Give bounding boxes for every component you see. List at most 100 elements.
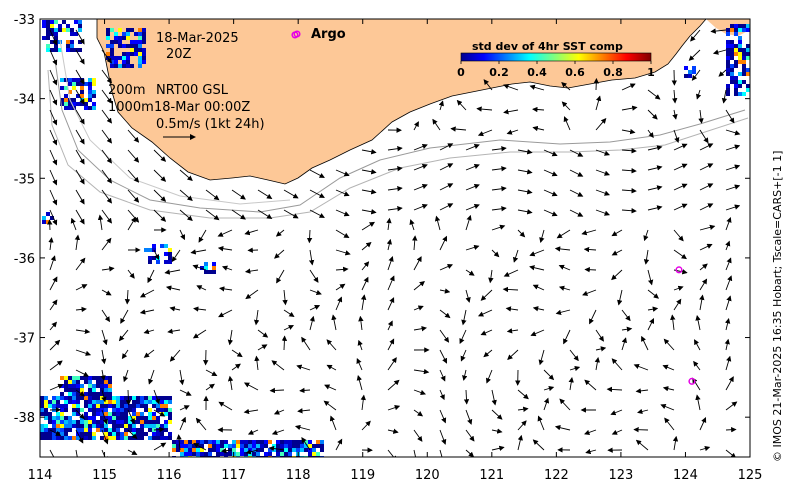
sst-pixel [112,432,116,436]
sst-pixel [108,420,112,424]
current-vector [439,389,445,401]
current-vector [505,306,519,312]
sst-pixel [118,28,122,32]
sst-pixel [108,428,112,432]
sst-pixel [738,24,742,28]
current-vector [595,189,611,196]
sst-pixel [76,396,80,400]
sst-pixel [126,44,130,48]
sst-pixel [92,384,96,388]
sst-pixel [72,392,76,396]
current-vector [699,129,709,144]
current-vector [193,306,207,312]
current-vector [439,329,450,343]
current-vector [387,405,401,411]
sst-pixel [78,24,82,28]
current-vector [725,240,731,251]
sst-pixel [142,32,146,36]
sst-pixel [156,424,160,428]
current-vector [439,203,454,211]
current-vector [49,29,58,46]
current-vector [335,283,346,291]
current-vector [329,415,337,431]
sst-pixel [232,440,236,444]
sst-pixel [116,404,120,408]
current-vector [75,257,86,271]
current-vector [153,426,165,433]
sst-pixel [92,82,96,86]
sst-pixel [176,444,180,448]
sst-pixel [68,392,72,396]
current-vector [75,129,85,145]
current-vector [699,203,714,211]
sst-pixel [52,396,56,400]
sst-pixel [84,424,88,428]
sst-pixel [128,436,132,440]
sst-pixel [50,20,54,24]
sst-pixel [110,44,114,48]
sst-pixel [726,48,730,52]
sst-pixel [148,412,152,416]
sst-pixel [114,64,118,68]
sst-pixel [64,98,68,102]
sst-pixel [172,444,176,448]
sst-pixel [138,48,142,52]
sst-pixel [54,32,58,36]
sst-pixel [40,404,44,408]
sst-pixel [92,106,96,110]
current-vector [326,364,337,371]
sst-pixel [60,420,64,424]
sst-pixel [116,416,120,420]
current-vector [101,129,112,144]
current-vector [538,349,545,366]
current-vector [219,286,233,292]
y-tick-label: -37 [14,332,35,347]
current-vector [725,144,741,151]
sst-pixel [264,444,268,448]
sst-pixel [116,436,120,440]
sst-pixel [126,52,130,56]
current-vector [179,209,193,221]
current-vectors [47,28,741,457]
current-vector [512,249,519,263]
current-vector [205,209,220,221]
sst-pixel [196,448,200,452]
current-vector [101,289,112,296]
current-vector [663,338,675,351]
sst-pixel [138,44,142,48]
sst-pixel [136,428,140,432]
sst-pixel [260,448,264,452]
sst-pixel [164,436,168,440]
sst-pixel [738,52,742,56]
current-vector [465,244,480,251]
current-vector [309,305,321,311]
current-vector [439,409,447,424]
current-vector [413,183,428,191]
sst-pixel [138,56,142,60]
current-vector [164,269,181,275]
sst-pixel [122,64,126,68]
sst-pixel [734,92,738,96]
current-vector [153,169,167,182]
sst-pixel [88,380,92,384]
sst-pixel [142,56,146,60]
sst-pixel [152,396,156,400]
colorbar-tick-label: 0.4 [527,66,547,79]
sst-pixel [160,428,164,432]
sst-pixel [120,408,124,412]
sst-pixel [104,408,108,412]
sst-pixel [56,400,60,404]
current-vector [101,209,112,224]
current-vector [309,189,325,198]
current-vector [647,165,663,171]
current-vector [465,409,473,425]
sst-pixel [726,88,730,92]
x-tick-label: 121 [479,468,504,483]
colorbar-tick-label: 0 [457,66,465,79]
current-vector [127,129,140,143]
sst-pixel [58,28,62,32]
sst-pixel [116,400,120,404]
sst-pixel [96,376,100,380]
sst-pixel [72,380,76,384]
current-vector [49,169,58,186]
